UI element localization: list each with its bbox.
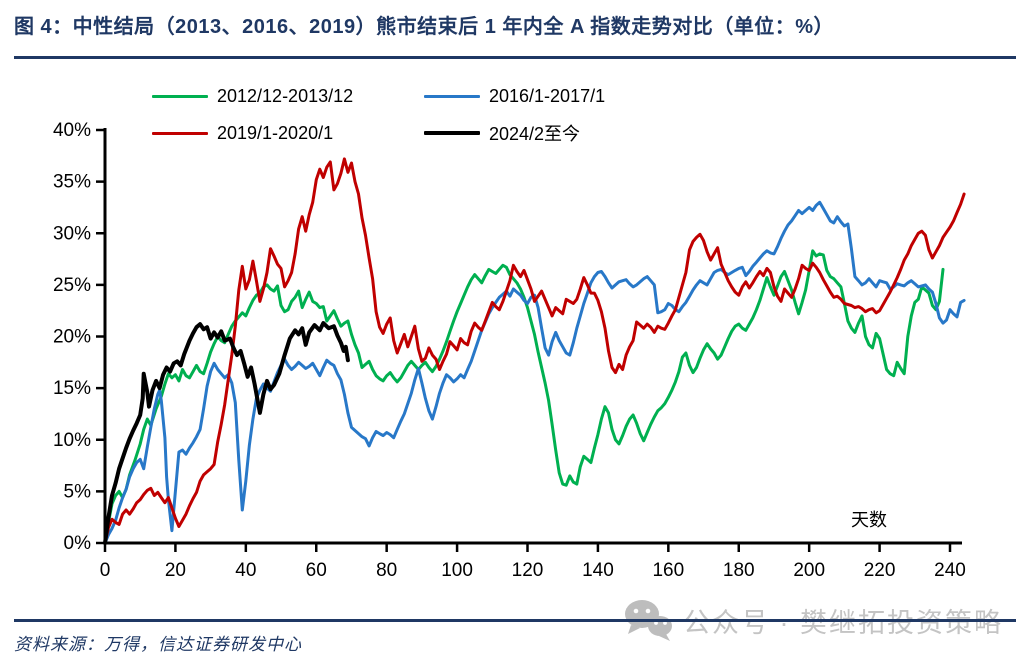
legend-label-s2016: 2016/1-2017/1	[489, 86, 606, 106]
legend-label-s2013: 2012/12-2013/12	[217, 86, 354, 106]
y-tick-label: 40%	[53, 120, 91, 141]
watermark: 公众号 · 樊继拓投资策略	[622, 597, 1003, 643]
x-tick-label: 120	[512, 560, 544, 581]
x-axis-label: 天数	[851, 510, 887, 530]
legend-swatch-s2016	[424, 95, 480, 98]
x-tick-label: 180	[723, 560, 755, 581]
x-tick-label: 140	[582, 560, 614, 581]
series-line-s2013	[103, 249, 945, 545]
x-tick-label: 20	[165, 560, 186, 581]
legend-swatch-s2024	[424, 131, 480, 135]
y-tick-label: 35%	[53, 172, 91, 193]
x-tick-label: 0	[100, 560, 111, 581]
x-tick-label: 100	[441, 560, 473, 581]
x-tick-label: 40	[235, 560, 256, 581]
x-tick-label: 240	[934, 560, 966, 581]
page-title: 图 4：中性结局（2013、2016、2019）熊市结束后 1 年内全 A 指数…	[14, 16, 834, 38]
series-line-s2019	[103, 157, 966, 545]
y-tick-label: 5%	[64, 481, 92, 502]
y-tick-label: 25%	[53, 275, 91, 296]
y-tick-label: 15%	[53, 378, 91, 399]
bottom-divider	[14, 619, 1016, 622]
x-tick-label: 80	[376, 560, 397, 581]
series-line-s2016	[103, 200, 966, 545]
legend-label-s2024: 2024/2至今	[489, 124, 581, 144]
top-divider	[14, 56, 1016, 59]
legend-swatch-s2019	[152, 131, 208, 135]
legend-item-s2013: 2012/12-2013/12	[152, 86, 424, 107]
y-tick-label: 0%	[64, 533, 92, 554]
series-line-s2024	[103, 321, 350, 545]
y-tick-label: 20%	[53, 327, 91, 348]
x-tick-label: 60	[306, 560, 327, 581]
y-tick-label: 10%	[53, 430, 91, 451]
x-tick-label: 160	[652, 560, 684, 581]
watermark-text: 公众号 · 樊继拓投资策略	[683, 607, 1003, 638]
source-note: 资料来源：万得，信达证券研发中心	[14, 635, 302, 655]
y-tick-label: 30%	[53, 223, 91, 244]
legend-item-s2024: 2024/2至今	[424, 120, 605, 146]
x-tick-label: 220	[864, 560, 896, 581]
legend-label-s2019: 2019/1-2020/1	[217, 122, 334, 143]
legend-swatch-s2013	[152, 95, 208, 98]
legend-item-s2016: 2016/1-2017/1	[424, 86, 605, 107]
x-tick-label: 200	[793, 560, 825, 581]
chart-legend: 2012/12-2013/12 2016/1-2017/1 2019/1-2020/…	[152, 86, 605, 146]
legend-item-s2019: 2019/1-2020/1	[152, 120, 424, 146]
